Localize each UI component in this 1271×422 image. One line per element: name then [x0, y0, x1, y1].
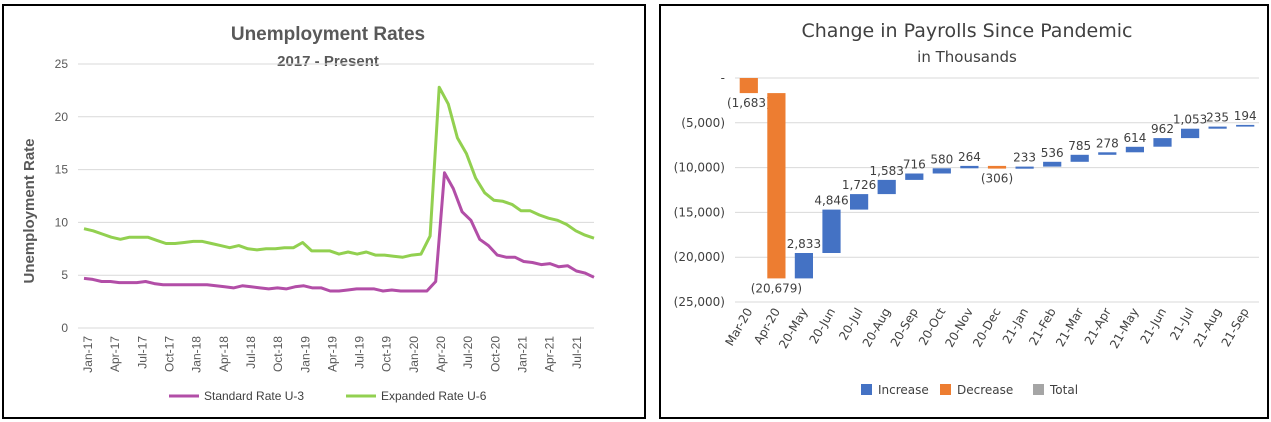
waterfall-bar [1208, 126, 1227, 129]
y-tick-label: 20 [55, 110, 69, 124]
waterfall-bar [1043, 161, 1062, 167]
x-tick-label: Apr-20 [434, 336, 448, 372]
waterfall-bar [1181, 128, 1200, 139]
y-tick-label: 10 [55, 215, 69, 229]
legend-swatch [940, 384, 951, 395]
x-tick-label: Jan-21 [516, 336, 530, 373]
data-label: 264 [958, 150, 981, 164]
x-tick-label: 21-Jun [1137, 306, 1169, 347]
payrolls-waterfall-chart: Change in Payrolls Since Pandemic in Thou… [674, 20, 1259, 397]
x-tick-label: Apr-19 [325, 336, 339, 372]
x-tick-label: Apr-18 [217, 336, 231, 372]
x-tick-label: Oct-19 [380, 336, 394, 372]
chart-title: Unemployment Rates [231, 24, 425, 45]
data-label: 614 [1123, 131, 1146, 145]
waterfall-bar [905, 173, 924, 180]
x-tick-label: Apr-17 [108, 336, 122, 372]
x-tick-label: Jan-17 [81, 336, 95, 373]
payrolls-chart-panel: Change in Payrolls Since Pandemic in Thou… [659, 4, 1269, 419]
y-tick-label: - [721, 71, 725, 85]
x-tick-label: 20-Jul [836, 306, 865, 343]
x-tick-label: 21-Sep [1219, 306, 1252, 350]
waterfall-bar [739, 78, 758, 94]
x-tick-label: 20-Sep [888, 306, 921, 350]
waterfall-bar [932, 168, 951, 174]
waterfall-bar [987, 165, 1007, 169]
x-tick-label: Jul-21 [570, 336, 584, 369]
data-label: 1,583 [870, 164, 904, 178]
y-tick-label: 25 [55, 57, 69, 71]
x-tick-label: Oct-18 [271, 336, 285, 372]
y-tick-label: (20,000) [674, 250, 725, 264]
chart-subtitle: 2017 - Present [277, 53, 379, 70]
unemployment-line-chart: Unemployment Rates 2017 - Present 0 5 10 15 20… [21, 24, 595, 403]
legend-label: Increase [878, 383, 929, 397]
waterfall-bar [877, 179, 896, 195]
legend-swatch [1033, 384, 1044, 395]
y-tick-label: 15 [55, 163, 69, 177]
waterfall-bar [1015, 166, 1034, 169]
data-label: 1,726 [842, 178, 876, 192]
y-tick-label: 0 [61, 321, 68, 335]
chart-title: Change in Payrolls Since Pandemic [802, 20, 1133, 42]
x-tick-label: Jul-19 [353, 336, 367, 369]
x-tick-label: Apr-21 [543, 336, 557, 372]
data-label: 278 [1096, 136, 1119, 150]
waterfall-bar [794, 253, 813, 279]
data-label: 785 [1068, 139, 1091, 153]
waterfall-bar [1070, 154, 1089, 162]
waterfall-bar [767, 93, 786, 279]
data-label: 233 [1013, 151, 1036, 165]
unemployment-chart-panel: Unemployment Rates 2017 - Present 0 5 10 15 20… [2, 4, 646, 419]
x-tick-label: Mar-20 [723, 306, 756, 349]
x-tick-label: 21-Mar [1053, 305, 1086, 349]
waterfall-bar [850, 194, 869, 210]
x-tick-label: Jul-18 [244, 336, 258, 369]
data-label: 235 [1206, 111, 1229, 125]
data-label: (306) [981, 172, 1013, 186]
y-axis-label: Unemployment Rate [21, 138, 38, 283]
y-tick-label: (10,000) [674, 161, 725, 175]
data-label: 580 [930, 152, 953, 166]
y-tick-label: 5 [61, 268, 68, 282]
data-label: (20,679) [751, 281, 802, 295]
x-tick-label: Oct-20 [488, 336, 502, 372]
legend-label: Total [1049, 383, 1078, 397]
x-tick-label: Jan-20 [407, 336, 421, 373]
waterfall-bar [1236, 124, 1255, 127]
x-tick-label: Oct-17 [162, 336, 176, 372]
x-tick-label: Jul-20 [461, 336, 475, 369]
legend-label: Decrease [957, 383, 1013, 397]
x-tick-label: Jan-19 [298, 336, 312, 373]
waterfall-bar [1098, 152, 1117, 155]
data-label: (1,683) [727, 96, 771, 110]
series-line-u6 [83, 85, 595, 259]
waterfall-bar [1125, 146, 1144, 153]
data-label: 962 [1151, 122, 1174, 136]
waterfall-bar [822, 209, 841, 253]
data-label: 1,053 [1173, 113, 1207, 127]
x-tick-label: 21-Jul [1167, 306, 1196, 343]
waterfall-bar [960, 165, 979, 169]
x-tick-label: Jul-17 [135, 336, 149, 369]
y-tick-label: (25,000) [674, 295, 725, 309]
data-label: 716 [903, 158, 926, 172]
waterfall-bar [1153, 138, 1172, 147]
legend-label: Standard Rate U-3 [204, 389, 304, 403]
legend-swatch [861, 384, 872, 395]
legend-label: Expanded Rate U-6 [381, 389, 487, 403]
y-tick-label: (5,000) [681, 116, 725, 130]
data-label: 536 [1041, 146, 1064, 160]
y-tick-label: (15,000) [674, 205, 725, 219]
series-line-u3 [83, 171, 595, 293]
data-label: 2,833 [787, 237, 821, 251]
data-label: 4,846 [814, 194, 848, 208]
chart-subtitle: in Thousands [917, 48, 1017, 66]
data-label: 194 [1234, 109, 1257, 123]
x-tick-label: Jan-18 [190, 336, 204, 373]
x-tick-label: 20-Jun [806, 306, 838, 347]
